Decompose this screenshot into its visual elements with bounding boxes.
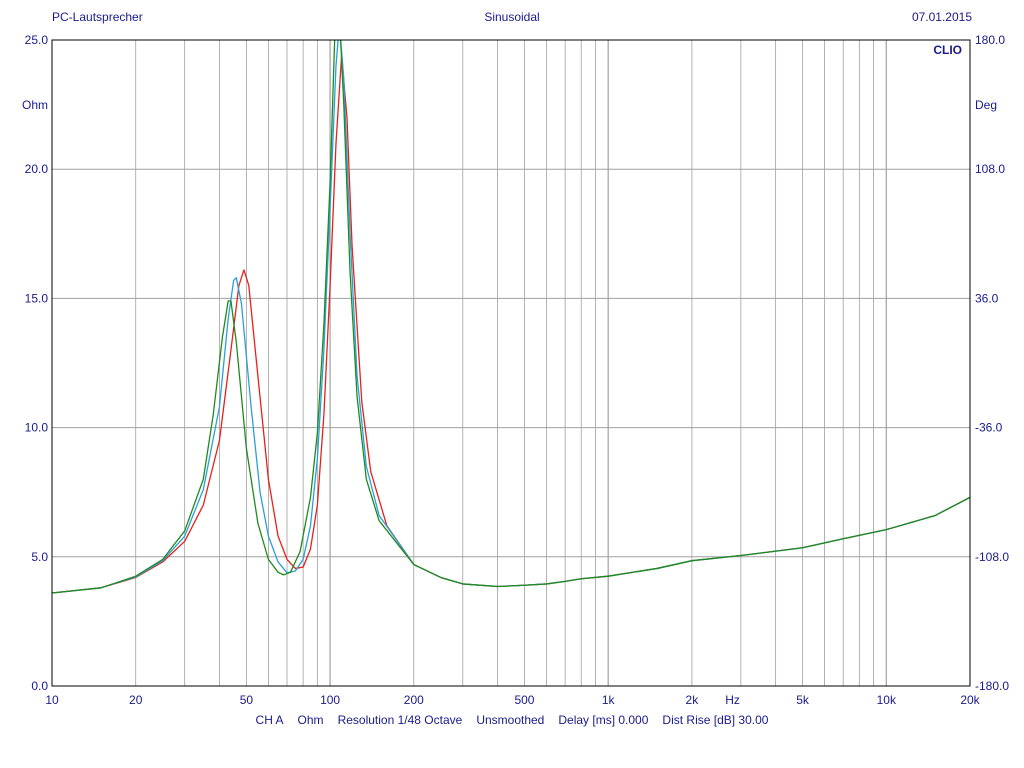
label-layer: 10 20 50 100 200 500 1k 2k 5k 10k 20k Hz 0.0 5.0 10.0 1… <box>22 33 1009 707</box>
x-tick-label: 20k <box>960 693 980 707</box>
y2-tick-label: -108.0 <box>975 550 1009 564</box>
impedance-curve-1 <box>52 54 970 594</box>
x-tick-label: 100 <box>320 693 340 707</box>
x-tick-label: 20 <box>129 693 143 707</box>
footer-channel: CH A <box>255 713 284 727</box>
impedance-curve-3 <box>52 40 970 594</box>
x-tick-label: 50 <box>240 693 254 707</box>
y-axis-unit: Ohm <box>22 98 48 112</box>
header-date: 07.01.2015 <box>911 10 972 24</box>
x-tick-label: 10k <box>877 693 897 707</box>
x-tick-label: 200 <box>404 693 424 707</box>
y-tick-label: 5.0 <box>31 550 48 564</box>
y2-axis-unit: Deg <box>975 98 997 112</box>
header-center-title: Sinusoidal <box>484 10 540 24</box>
x-tick-label: 10 <box>45 693 59 707</box>
y2-tick-label: 36.0 <box>975 291 999 305</box>
plot-frame <box>51 39 971 687</box>
x-axis-unit: Hz <box>725 693 740 707</box>
footer-smoothing: Unsmoothed <box>476 713 545 727</box>
footer-unit: Ohm <box>297 713 324 727</box>
footer-resolution: Resolution 1/48 Octave <box>337 713 463 727</box>
x-tick-label: 1k <box>602 693 616 707</box>
footer-dist-rise: Dist Rise [dB] 30.00 <box>662 713 769 727</box>
grid-major <box>52 40 970 686</box>
impedance-curve-2 <box>52 40 970 594</box>
y-tick-label: 25.0 <box>25 33 49 47</box>
x-tick-label: 500 <box>514 693 534 707</box>
y-tick-label: 0.0 <box>31 679 48 693</box>
measurement-info: CH A Ohm Resolution 1/48 Octave Unsmoothed D… <box>0 713 1024 727</box>
y2-tick-label: 180.0 <box>975 33 1005 47</box>
footer-delay: Delay [ms] 0.000 <box>558 713 649 727</box>
header-left-title: PC-Lautsprecher <box>52 10 143 24</box>
y2-tick-label: -36.0 <box>975 421 1003 435</box>
y2-tick-label: -180.0 <box>975 679 1009 693</box>
grid-minor <box>135 40 874 686</box>
series-layer <box>52 40 970 594</box>
clio-brand: CLIO <box>933 43 962 57</box>
y-tick-label: 10.0 <box>25 421 49 435</box>
y2-tick-label: 108.0 <box>975 162 1005 176</box>
y-tick-label: 15.0 <box>25 291 49 305</box>
y-tick-label: 20.0 <box>25 162 49 176</box>
x-tick-label: 5k <box>796 693 810 707</box>
x-tick-label: 2k <box>686 693 700 707</box>
